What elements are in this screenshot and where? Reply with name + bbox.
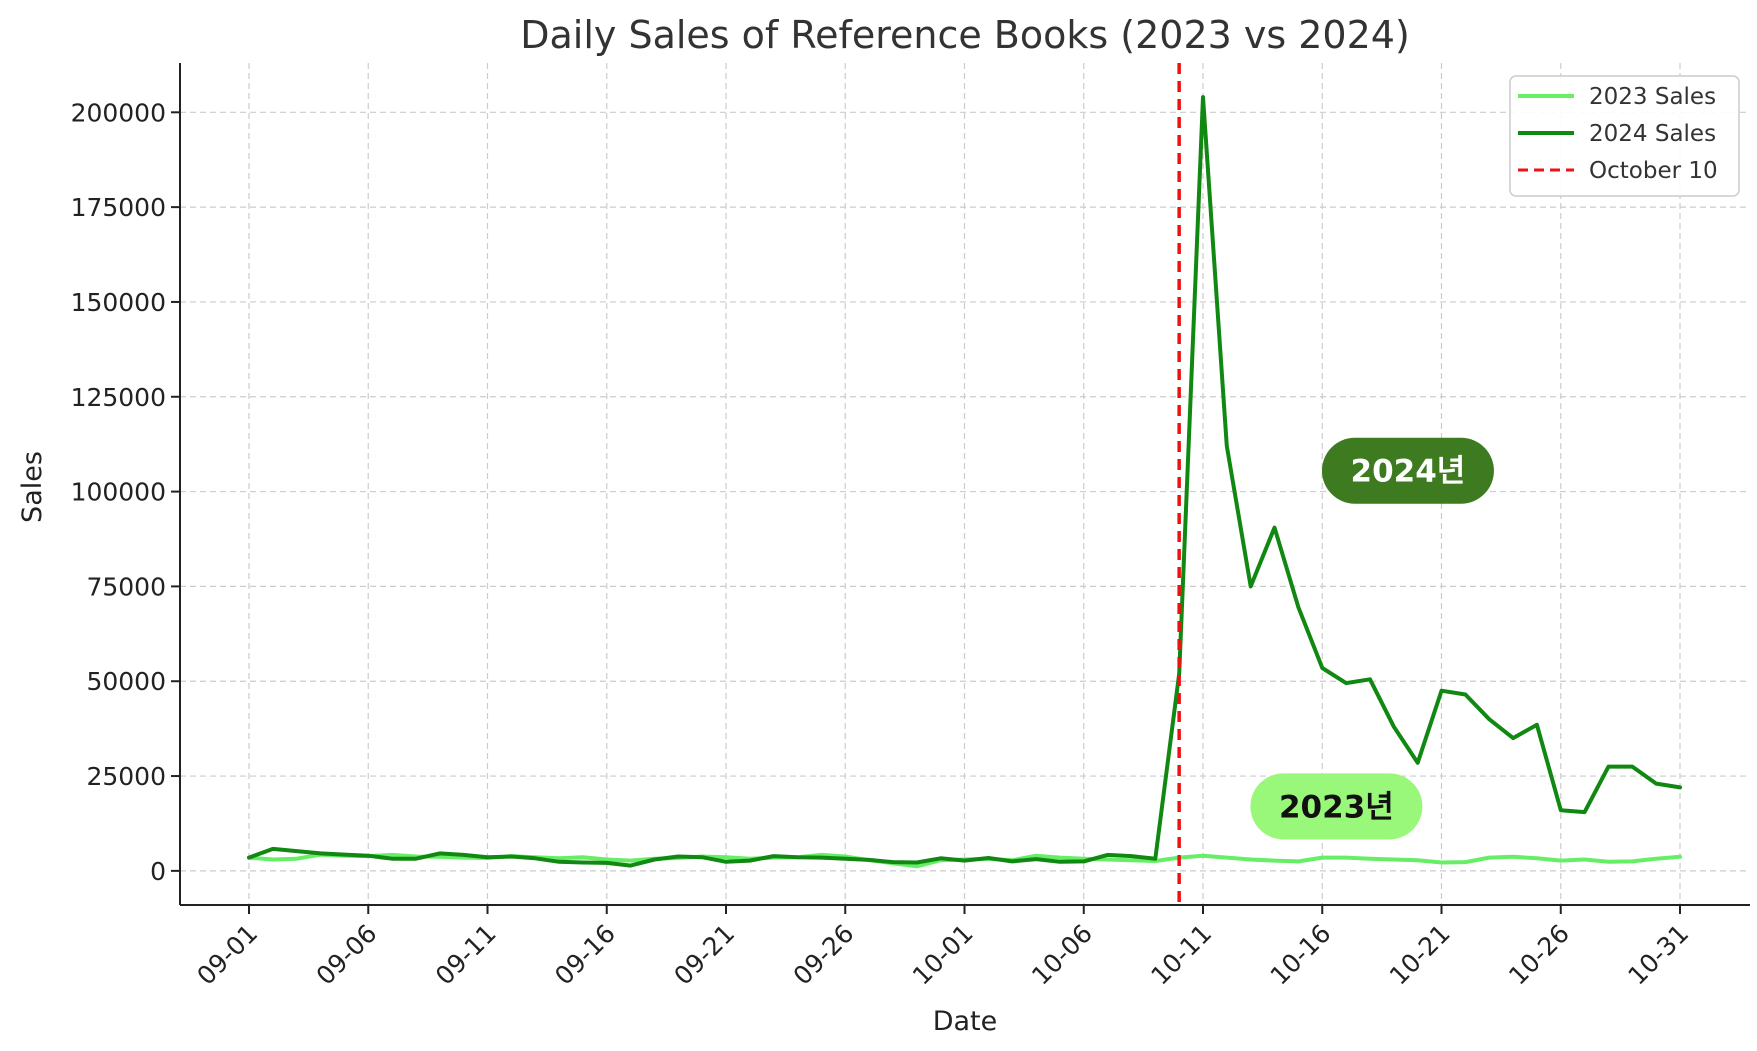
y-tick-label: 0 — [150, 857, 166, 886]
annotation-pill — [1321, 437, 1494, 504]
x-tick-label: 09-06 — [311, 919, 383, 991]
x-axis-label: Date — [933, 1006, 998, 1037]
x-tick-label: 09-26 — [788, 919, 860, 991]
x-tick-label: 09-16 — [549, 919, 621, 991]
y-tick-label: 125000 — [71, 383, 166, 412]
legend-label-2024: 2024 Sales — [1589, 121, 1716, 147]
y-ticks: 0 25000 50000 75000 100000 125000 150000 175000… — [71, 98, 180, 886]
legend-label-2023: 2023 Sales — [1589, 84, 1716, 110]
annotation-pill — [1250, 773, 1423, 840]
y-tick-label: 100000 — [71, 478, 166, 507]
legend: 2023 Sales 2024 Sales October 10 — [1509, 75, 1740, 197]
y-axis-label: Sales — [17, 451, 48, 523]
x-tick-label: 10-11 — [1145, 919, 1217, 991]
x-tick-label: 10-26 — [1503, 919, 1575, 991]
series-layer — [247, 95, 1682, 869]
x-tick-label: 09-11 — [430, 919, 502, 991]
x-tick-label: 09-21 — [668, 919, 740, 991]
y-tick-label: 75000 — [86, 572, 166, 601]
y-tick-label: 150000 — [71, 288, 166, 317]
series-line-2024 — [247, 95, 1682, 868]
x-tick-label: 09-01 — [191, 919, 263, 991]
legend-frame — [1509, 75, 1740, 197]
annotations: 2024년 2023년 — [1250, 437, 1494, 840]
x-tick-label: 10-31 — [1622, 919, 1694, 991]
x-tick-label: 10-01 — [907, 919, 979, 991]
y-tick-label: 50000 — [86, 667, 166, 696]
grid — [180, 63, 1750, 905]
x-ticks: 09-01 09-06 09-11 09-16 09-21 09-26 10-01 10-06… — [191, 905, 1694, 991]
y-tick-label: 175000 — [71, 193, 166, 222]
y-tick-label: 25000 — [86, 762, 166, 791]
legend-label-october-10: October 10 — [1589, 158, 1718, 184]
y-tick-label: 200000 — [71, 98, 166, 127]
annotation-label: 2024년 — [1351, 454, 1466, 490]
x-tick-label: 10-06 — [1026, 919, 1098, 991]
chart-title: Daily Sales of Reference Books (2023 vs … — [520, 13, 1410, 57]
x-tick-label: 10-21 — [1384, 919, 1456, 991]
annotation-label: 2023년 — [1279, 789, 1394, 825]
x-tick-label: 10-16 — [1265, 919, 1337, 991]
